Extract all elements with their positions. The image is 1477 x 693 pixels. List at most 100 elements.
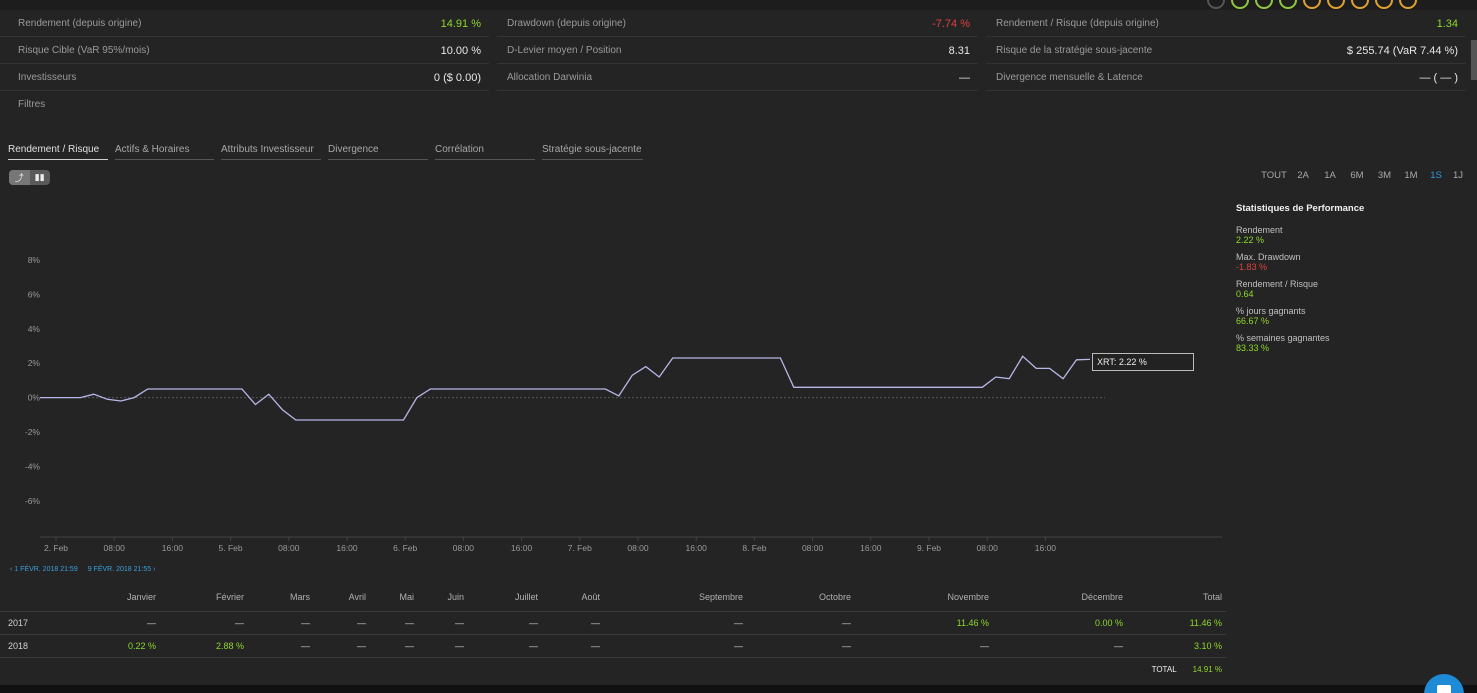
perf-label: % jours gagnants	[1236, 306, 1306, 316]
top-strip	[0, 0, 1477, 10]
chat-button[interactable]	[1424, 674, 1464, 693]
perf-item: % jours gagnants 66.67 %	[1236, 306, 1364, 326]
scrollbar-thumb[interactable]	[1471, 40, 1477, 80]
table-cell: 0.22 %	[127, 641, 156, 651]
stat-label: Rendement / Risque (depuis origine)	[996, 18, 1159, 29]
period-2a[interactable]: 2A	[1297, 170, 1309, 181]
table-cell: 11.46 %	[1189, 618, 1222, 628]
column-header: Juillet	[514, 592, 538, 602]
candlestick-icon[interactable]: ▮▮	[34, 172, 45, 182]
stat-allocation: Allocation Darwinia —	[497, 65, 978, 91]
table-header: Janvier Février Mars Avril Mai Juin Juillet Aoû…	[0, 592, 1226, 612]
footer-bar	[0, 685, 1477, 693]
column-header: Octobre	[818, 592, 851, 602]
stat-label: Investisseurs	[18, 72, 77, 83]
stat-value: 10.00 %	[440, 44, 481, 57]
table-cell: —	[529, 641, 538, 651]
period-3m[interactable]: 3M	[1377, 170, 1392, 181]
x-tick-label: 16:00	[336, 543, 358, 553]
column-header: Avril	[348, 592, 366, 602]
x-tick-label: 9. Feb	[917, 543, 941, 553]
period-1m[interactable]: 1M	[1404, 170, 1418, 181]
stat-value: $ 255.74 (VaR 7.44 %)	[1346, 44, 1458, 57]
tab-correlation[interactable]: Corrélation	[435, 144, 535, 160]
y-tick-label: -4%	[25, 461, 41, 471]
table-cell: —	[980, 641, 989, 651]
performance-stats: Statistiques de Performance Rendement 2.2…	[1236, 203, 1364, 360]
table-cell: —	[301, 641, 310, 651]
table-cell: —	[842, 641, 851, 651]
rating-circles	[1207, 0, 1417, 9]
stat-value: 1.34	[1436, 17, 1458, 30]
chart-type-toggle: ⤴ ▮▮	[9, 170, 50, 185]
return-chart: 8% 6% 4% 2% 0% -2% -4% -6% 2. Feb 08:00 16:00 5. Fe…	[25, 255, 1222, 553]
column-header: Mars	[290, 592, 310, 602]
x-tick-label: 6. Feb	[393, 543, 417, 553]
x-tick-label: 08:00	[453, 543, 475, 553]
filters-toggle[interactable]: Filtres	[18, 99, 46, 110]
period-1a[interactable]: 1A	[1324, 170, 1336, 181]
x-tick-label: 16:00	[686, 543, 708, 553]
stat-investors: Investisseurs 0 ($ 0.00)	[0, 65, 489, 91]
total-label: TOTAL	[1151, 665, 1177, 674]
rating-circle-icon	[1255, 0, 1273, 9]
rating-circle-icon	[1375, 0, 1393, 9]
tab-divergence[interactable]: Divergence	[328, 144, 428, 160]
chat-icon	[1437, 685, 1451, 693]
period-tout[interactable]: TOUT	[1261, 170, 1287, 181]
rating-circle-icon	[1303, 0, 1321, 9]
tab-assets-hours[interactable]: Actifs & Horaires	[115, 144, 214, 160]
stat-return: Rendement (depuis origine) 14.91 %	[0, 11, 489, 37]
row-year: 2017	[8, 618, 29, 628]
tab-investor-attributes[interactable]: Attributs Investisseur	[221, 144, 321, 160]
stats-row: Risque Cible (VaR 95%/mois) 10.00 % D-Le…	[0, 38, 1466, 65]
table-cell: —	[734, 618, 743, 628]
stat-value: — ( — )	[1419, 71, 1459, 84]
range-end-label: 9 FÉVR. 2018 21:55	[87, 566, 152, 573]
stat-target-risk: Risque Cible (VaR 95%/mois) 10.00 %	[0, 38, 489, 64]
stats-row: Investisseurs 0 ($ 0.00) Allocation Darw…	[0, 65, 1466, 92]
table-cell: —	[357, 618, 366, 628]
period-6m[interactable]: 6M	[1350, 170, 1364, 181]
period-1j[interactable]: 1J	[1452, 170, 1464, 181]
y-tick-label: 2%	[28, 358, 41, 368]
stat-label: Rendement (depuis origine)	[18, 18, 142, 29]
period-1s[interactable]: 1S	[1430, 170, 1442, 181]
total-value: 14.91 %	[1192, 665, 1222, 674]
table-cell: —	[455, 641, 464, 651]
tab-return-risk[interactable]: Rendement / Risque	[8, 144, 108, 160]
column-header: Juin	[447, 592, 464, 602]
performance-title: Statistiques de Performance	[1236, 203, 1365, 214]
stat-leverage: D-Levier moyen / Position 8.31	[497, 38, 978, 64]
line-chart-icon[interactable]: ⤴	[9, 170, 30, 185]
y-tick-label: -2%	[25, 427, 41, 437]
range-end[interactable]: 9 FÉVR. 2018 21:55 ›	[87, 566, 156, 573]
x-tick-label: 16:00	[511, 543, 533, 553]
period-selector: TOUT 2A 1A 6M 3M 1M 1S 1J	[1259, 170, 1468, 181]
rating-circle-icon	[1351, 0, 1369, 9]
rating-circle-icon	[1399, 0, 1417, 9]
x-tick-label: 08:00	[104, 543, 126, 553]
perf-label: Rendement	[1236, 225, 1283, 235]
perf-label: Rendement / Risque	[1236, 279, 1319, 289]
perf-value: 0.64	[1236, 289, 1254, 299]
table-cell: —	[235, 618, 244, 628]
tab-underlying-strategy[interactable]: Stratégie sous-jacente	[542, 144, 643, 160]
range-start[interactable]: ‹ 1 FÉVR. 2018 21:59	[10, 566, 78, 573]
date-range: ‹ 1 FÉVR. 2018 21:59 9 FÉVR. 2018 21:55 …	[10, 566, 155, 573]
column-header: Décembre	[1081, 592, 1123, 602]
stat-label: Risque de la stratégie sous-jacente	[996, 45, 1153, 56]
perf-value: -1.83 %	[1236, 262, 1268, 272]
stat-value: 0 ($ 0.00)	[433, 71, 481, 84]
table-cell: 2.88 %	[215, 641, 244, 651]
table-row: 2017 — — — — — — — — — — 11.46 % 0.00 % 11.46 %	[0, 612, 1226, 635]
table-cell: —	[591, 641, 600, 651]
stat-drawdown: Drawdown (depuis origine) -7.74 %	[497, 11, 978, 37]
perf-item: Max. Drawdown -1.83 %	[1236, 252, 1364, 272]
table-cell: —	[405, 618, 414, 628]
x-tick-label: 08:00	[627, 543, 649, 553]
x-tick-label: 8. Feb	[742, 543, 766, 553]
table-row: 2018 0.22 % 2.88 % — — — — — — — — — — 3.10 %	[0, 635, 1226, 658]
perf-item: Rendement 2.22 %	[1236, 225, 1364, 245]
series-line	[40, 355, 1091, 421]
